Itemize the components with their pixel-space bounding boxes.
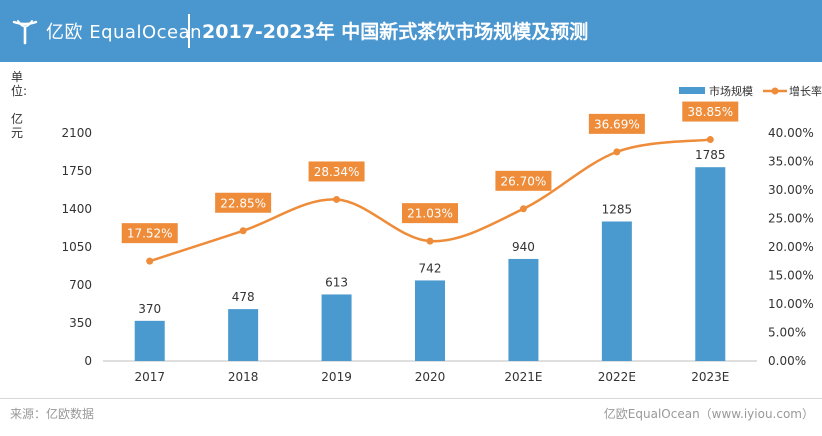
- y-right-tick-label: 25.00%: [768, 212, 814, 226]
- y-right-tick-label: 0.00%: [768, 354, 806, 368]
- bar: [228, 309, 259, 361]
- growth-rate-label-box: [495, 170, 552, 191]
- x-tick-label: 2021E: [504, 370, 542, 384]
- growth-rate-label: 17.52%: [127, 227, 173, 241]
- y-left-tick-label: 1750: [61, 164, 92, 178]
- growth-rate-label: 26.70%: [501, 174, 547, 188]
- footer-site: 亿欧EqualOcean（www.iyiou.com）: [603, 407, 814, 421]
- growth-rate-point: [239, 227, 247, 235]
- y-left-tick-label: 350: [69, 316, 92, 330]
- growth-rate-label: 22.85%: [220, 196, 266, 210]
- x-tick-label: 2022E: [598, 370, 636, 384]
- bar: [695, 167, 726, 361]
- growth-rate-point: [613, 148, 621, 156]
- y-right-tick-label: 35.00%: [768, 155, 814, 169]
- equalocean-logo-icon: [12, 20, 38, 45]
- bar: [134, 320, 165, 361]
- y-right-tick-label: 15.00%: [768, 269, 814, 283]
- legend-line-label: 增长率: [789, 84, 822, 98]
- x-tick-label: 2017: [134, 370, 165, 384]
- legend-bar-swatch: [679, 87, 705, 94]
- growth-rate-point: [519, 205, 527, 213]
- header-bar: 亿欧 EqualOcean 2017-2023年 中国新式茶饮市场规模及预测: [0, 0, 822, 62]
- brand-text: 亿欧 EqualOcean: [46, 22, 203, 43]
- growth-rate-point: [706, 136, 714, 144]
- header-divider: [188, 14, 190, 48]
- bar: [415, 280, 445, 361]
- growth-rate-label: 38.85%: [687, 105, 733, 119]
- growth-rate-label-box: [402, 203, 458, 224]
- page-title: 2017-2023年 中国新式茶饮市场规模及预测: [202, 21, 589, 43]
- y-right-tick-label: 5.00%: [768, 326, 806, 340]
- brand: 亿欧 EqualOcean: [10, 14, 202, 48]
- growth-rate-point: [146, 257, 154, 265]
- footer-divider: [0, 398, 822, 399]
- growth-rate-label: 28.34%: [314, 165, 360, 179]
- growth-rate-label: 21.03%: [407, 207, 453, 221]
- bar: [601, 221, 632, 361]
- growth-rate-label-box: [588, 113, 645, 134]
- unit-label: 单位:: [11, 70, 28, 98]
- x-tick-label: 2023E: [691, 370, 729, 384]
- growth-rate-point: [333, 195, 341, 203]
- bar-value-label: 1285: [602, 202, 633, 216]
- y-left-tick-label: 1400: [61, 202, 92, 216]
- bar: [321, 294, 352, 361]
- growth-rate-label-box: [682, 101, 739, 122]
- growth-rate-point: [426, 237, 434, 245]
- source-note: 来源：亿欧数据: [10, 407, 95, 421]
- x-tick-label: 2018: [228, 370, 259, 384]
- y-right-tick-label: 10.00%: [768, 297, 814, 311]
- y-right-tick-label: 20.00%: [768, 240, 814, 254]
- bar-value-label: 742: [419, 261, 442, 275]
- y-left-tick-label: 2100: [61, 126, 92, 140]
- x-tick-label: 2019: [321, 370, 352, 384]
- y-left-tick-label: 700: [69, 278, 92, 292]
- bar: [508, 258, 539, 361]
- unit-value: 亿元: [11, 112, 24, 140]
- legend-line-marker: [771, 87, 779, 95]
- bar-value-label: 370: [138, 302, 161, 316]
- bar-value-label: 613: [325, 275, 348, 289]
- y-right-tick-label: 30.00%: [768, 183, 814, 197]
- y-left-tick-label: 1050: [61, 240, 92, 254]
- x-tick-label: 2020: [415, 370, 446, 384]
- bar-value-label: 478: [232, 290, 255, 304]
- y-left-tick-label: 0: [84, 354, 92, 368]
- growth-rate-label-box: [215, 192, 272, 213]
- bar-value-label: 1785: [695, 148, 726, 162]
- y-right-tick-label: 40.00%: [768, 126, 814, 140]
- growth-rate-label-box: [308, 161, 365, 182]
- bar-value-label: 940: [512, 240, 535, 254]
- growth-rate-label: 36.69%: [594, 117, 640, 131]
- growth-rate-label-box: [121, 223, 178, 244]
- legend-bar-label: 市场规模: [709, 84, 753, 98]
